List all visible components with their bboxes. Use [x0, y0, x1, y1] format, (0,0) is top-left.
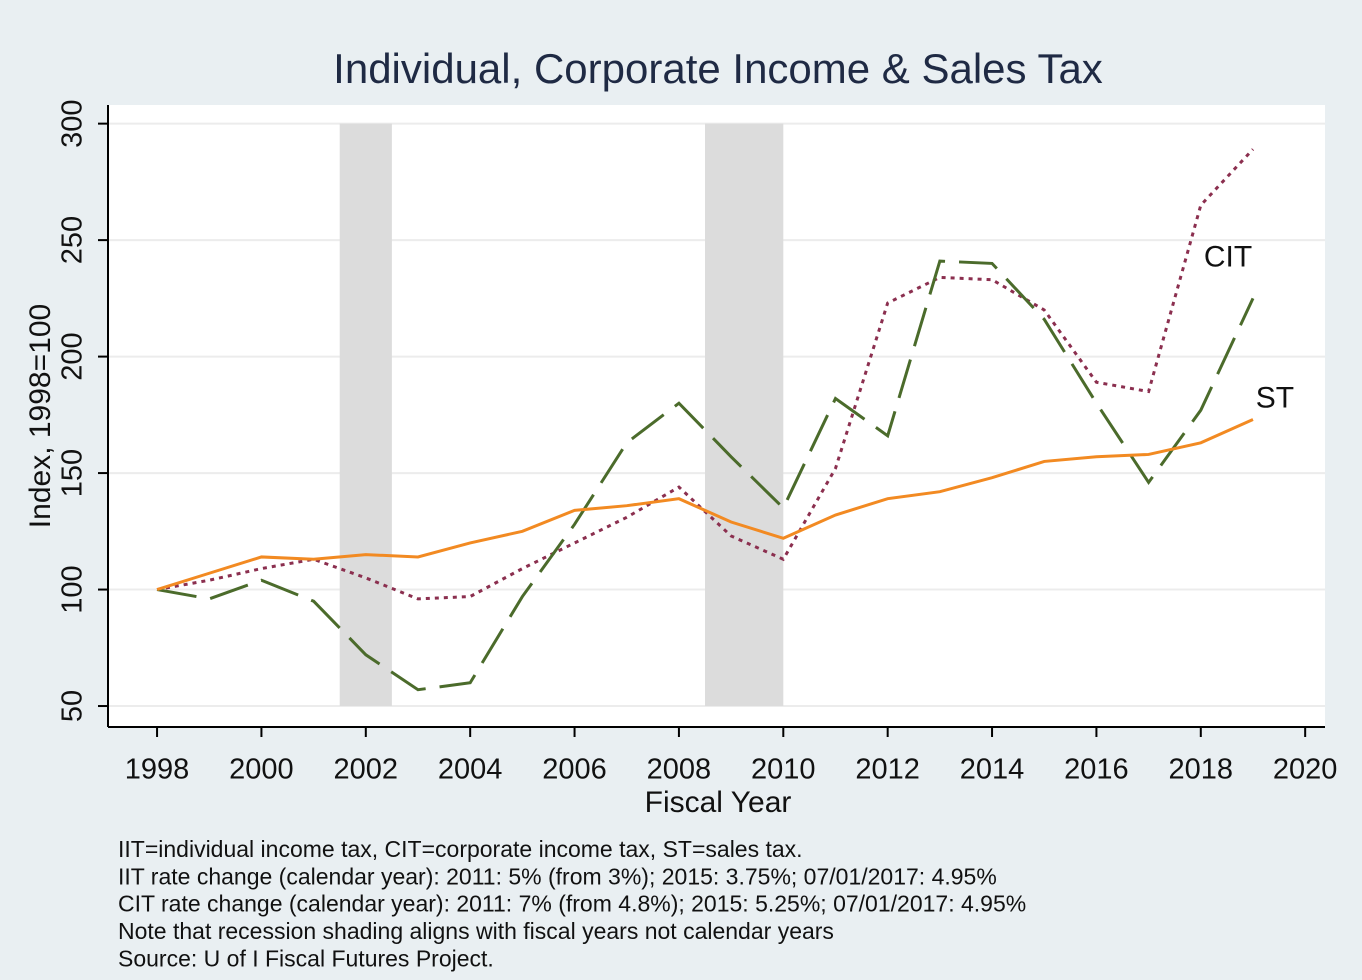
series-label: IIT [1205, 0, 1240, 4]
footnote: IIT=individual income tax, CIT=corporate… [118, 836, 803, 862]
y-tick-label: 100 [57, 565, 89, 613]
x-tick-label: 2006 [542, 754, 607, 786]
x-tick-label: 1998 [125, 754, 190, 786]
chart-title: Individual, Corporate Income & Sales Tax [333, 45, 1103, 92]
footnote: IIT rate change (calendar year): 2011: 5… [118, 863, 997, 889]
x-tick-label: 2014 [960, 754, 1025, 786]
series-label: ST [1256, 381, 1294, 414]
footnote: CIT rate change (calendar year): 2011: 7… [118, 891, 1026, 917]
x-tick-label: 2012 [855, 754, 920, 786]
series-label: CIT [1204, 240, 1252, 273]
y-tick-label: 150 [57, 449, 89, 497]
x-tick-label: 2018 [1169, 754, 1234, 786]
y-axis-label: Index, 1998=100 [24, 304, 57, 528]
y-tick-label: 250 [57, 216, 89, 264]
recession-band [339, 123, 392, 707]
series-line [156, 418, 1254, 591]
x-axis-label: Fiscal Year [645, 786, 792, 819]
x-tick-label: 2002 [334, 754, 399, 786]
y-tick-label: 50 [57, 690, 89, 722]
x-tick-label: 2004 [438, 754, 503, 786]
recession-band [705, 123, 784, 707]
x-tick-label: 2016 [1064, 754, 1129, 786]
y-tick-label: 300 [57, 99, 89, 147]
footnote: Source: U of I Fiscal Futures Project. [118, 945, 494, 971]
x-tick-label: 2008 [647, 754, 712, 786]
y-tick-label: 200 [57, 332, 89, 380]
x-tick-label: 2000 [229, 754, 294, 786]
x-tick-label: 2020 [1273, 754, 1338, 786]
footnote: Note that recession shading aligns with … [118, 918, 834, 944]
x-tick-label: 2010 [751, 754, 816, 786]
